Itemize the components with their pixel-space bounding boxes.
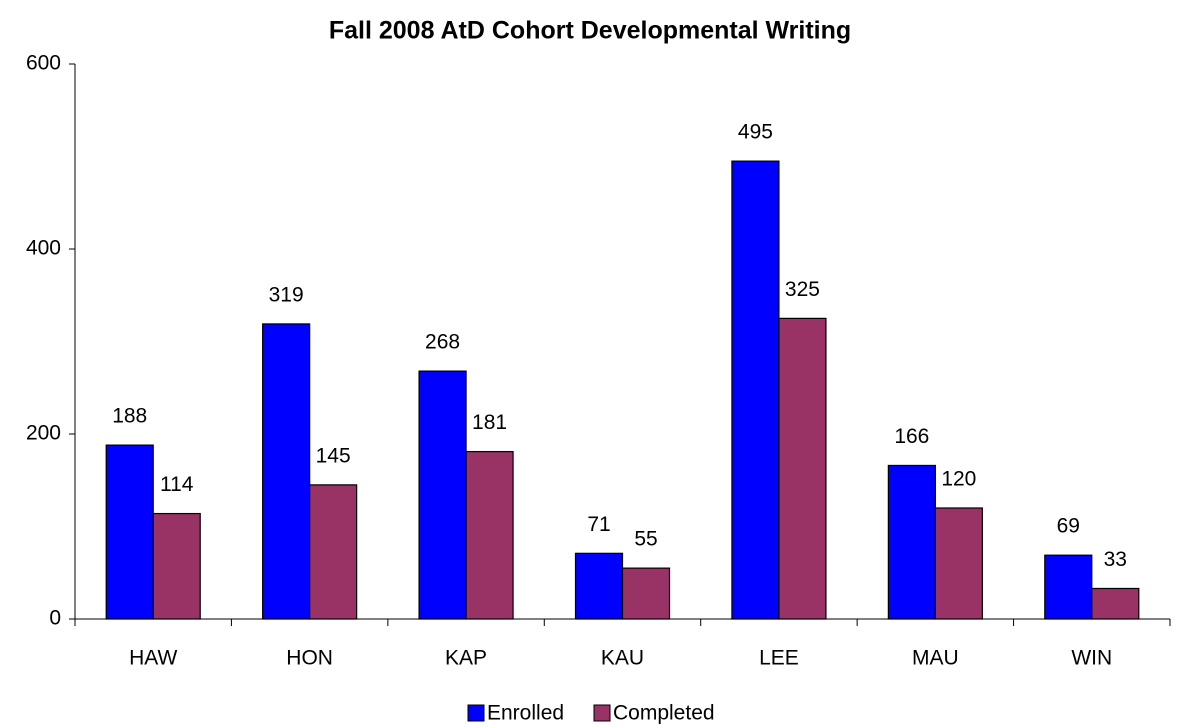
x-tick-label: MAU (912, 647, 959, 670)
y-tick-label: 0 (49, 607, 61, 630)
value-label: 114 (160, 473, 194, 496)
bar (262, 323, 311, 620)
value-label: 188 (112, 405, 147, 428)
legend-swatch (593, 704, 611, 722)
bar (731, 160, 780, 620)
chart-title: Fall 2008 AtD Cohort Developmental Writi… (329, 17, 851, 45)
value-label: 120 (941, 468, 976, 491)
value-label: 181 (472, 411, 507, 434)
bar (1044, 554, 1093, 620)
bar (418, 370, 467, 620)
x-tick-label: WIN (1071, 647, 1112, 670)
value-label: 319 (269, 283, 304, 306)
value-label: 495 (738, 121, 773, 144)
value-label: 71 (587, 513, 610, 536)
legend-swatch (467, 704, 485, 722)
value-label: 166 (894, 425, 929, 448)
x-tick-label: HON (286, 647, 333, 670)
y-tick-label: 200 (26, 422, 61, 445)
bar (465, 450, 514, 620)
bar (105, 444, 154, 620)
bar (309, 484, 358, 620)
x-tick-label: KAU (601, 647, 644, 670)
legend-label: Completed (613, 702, 715, 725)
bar (152, 512, 201, 620)
y-tick-label: 600 (26, 52, 61, 75)
bar (887, 464, 936, 620)
x-tick-label: HAW (129, 647, 177, 670)
x-tick-label: KAP (445, 647, 487, 670)
bar (574, 552, 624, 620)
value-label: 325 (785, 278, 820, 301)
value-label: 33 (1104, 548, 1127, 571)
value-label: 55 (634, 528, 657, 551)
y-tick-label: 400 (26, 237, 61, 260)
bar (934, 507, 983, 620)
bar (621, 567, 671, 620)
value-label: 145 (316, 444, 351, 467)
legend-label: Enrolled (487, 702, 564, 725)
bar (778, 317, 827, 620)
x-tick-label: LEE (759, 647, 799, 670)
value-label: 69 (1057, 515, 1080, 538)
bar (1091, 587, 1140, 620)
value-label: 268 (425, 331, 460, 354)
